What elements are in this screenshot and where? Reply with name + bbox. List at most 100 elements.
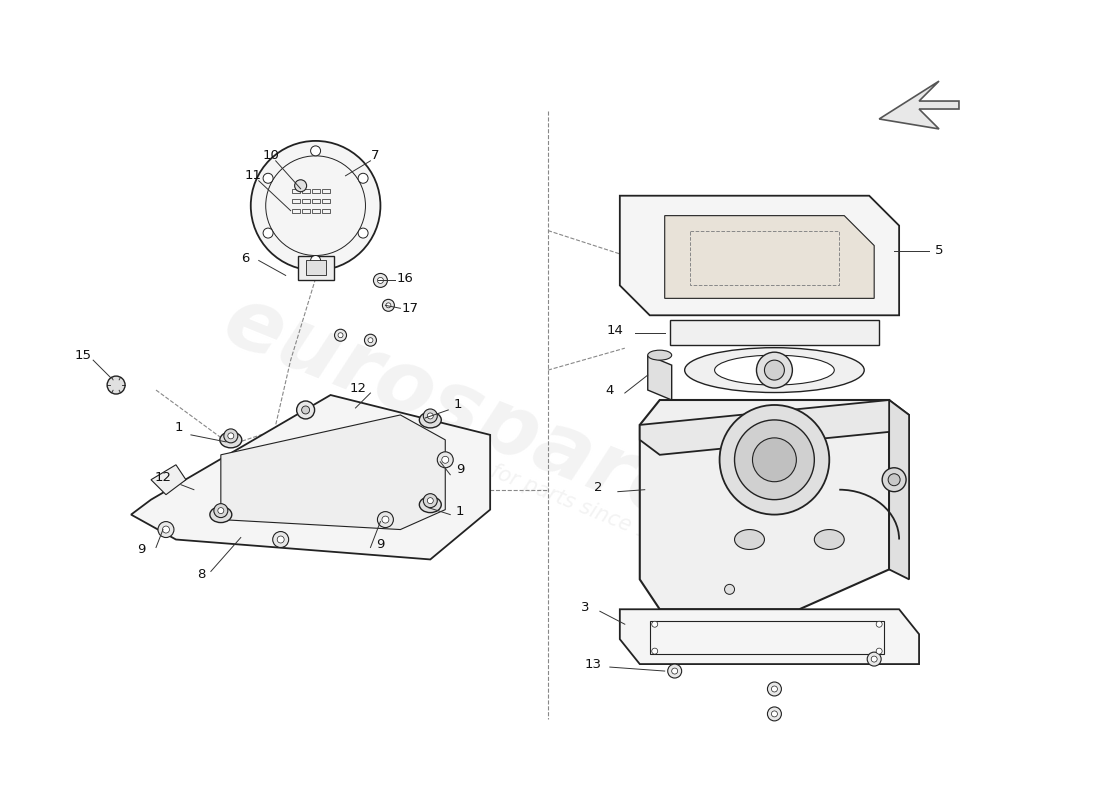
Circle shape bbox=[263, 174, 273, 183]
Circle shape bbox=[383, 299, 395, 311]
Ellipse shape bbox=[648, 350, 672, 360]
Bar bbox=[321, 189, 330, 193]
Text: 9: 9 bbox=[376, 538, 385, 551]
Circle shape bbox=[297, 401, 315, 419]
Ellipse shape bbox=[419, 412, 441, 428]
Circle shape bbox=[359, 174, 369, 183]
Polygon shape bbox=[306, 261, 326, 275]
Circle shape bbox=[263, 228, 273, 238]
Circle shape bbox=[757, 352, 792, 388]
Circle shape bbox=[442, 456, 449, 463]
Text: 5: 5 bbox=[935, 244, 944, 257]
Circle shape bbox=[764, 360, 784, 380]
Circle shape bbox=[725, 584, 735, 594]
Circle shape bbox=[273, 531, 288, 547]
Text: 6: 6 bbox=[242, 252, 250, 265]
Text: 8: 8 bbox=[197, 568, 205, 581]
Polygon shape bbox=[131, 395, 491, 559]
Circle shape bbox=[771, 711, 778, 717]
Text: 1: 1 bbox=[175, 422, 184, 434]
Polygon shape bbox=[640, 400, 909, 455]
Circle shape bbox=[882, 468, 906, 492]
Circle shape bbox=[752, 438, 796, 482]
Ellipse shape bbox=[735, 530, 764, 550]
Text: 7: 7 bbox=[371, 150, 380, 162]
Ellipse shape bbox=[715, 355, 834, 385]
Text: 12: 12 bbox=[350, 382, 367, 394]
Circle shape bbox=[877, 622, 882, 627]
Ellipse shape bbox=[210, 506, 232, 522]
Circle shape bbox=[424, 409, 438, 423]
Polygon shape bbox=[664, 216, 874, 298]
Text: 14: 14 bbox=[606, 324, 624, 337]
Text: 15: 15 bbox=[75, 349, 91, 362]
Circle shape bbox=[888, 474, 900, 486]
Bar bbox=[321, 198, 330, 202]
Polygon shape bbox=[648, 355, 672, 400]
Circle shape bbox=[163, 526, 169, 533]
Circle shape bbox=[427, 413, 433, 419]
Circle shape bbox=[158, 522, 174, 538]
Polygon shape bbox=[889, 400, 909, 579]
Ellipse shape bbox=[419, 497, 441, 513]
Bar bbox=[301, 198, 309, 202]
Bar bbox=[301, 209, 309, 213]
Circle shape bbox=[771, 686, 778, 692]
Circle shape bbox=[223, 429, 238, 443]
Circle shape bbox=[107, 376, 125, 394]
Circle shape bbox=[338, 333, 343, 338]
Ellipse shape bbox=[814, 530, 845, 550]
Text: 17: 17 bbox=[402, 302, 419, 315]
Circle shape bbox=[364, 334, 376, 346]
Text: 10: 10 bbox=[262, 150, 279, 162]
Circle shape bbox=[871, 656, 877, 662]
Circle shape bbox=[218, 508, 223, 514]
Circle shape bbox=[277, 536, 284, 543]
Circle shape bbox=[368, 338, 373, 342]
Circle shape bbox=[382, 516, 389, 523]
Circle shape bbox=[735, 420, 814, 500]
Bar bbox=[311, 209, 320, 213]
Circle shape bbox=[334, 330, 346, 342]
Circle shape bbox=[672, 668, 678, 674]
Circle shape bbox=[651, 622, 658, 627]
Circle shape bbox=[386, 303, 390, 308]
Bar bbox=[311, 198, 320, 202]
Text: 9: 9 bbox=[456, 463, 464, 476]
Circle shape bbox=[359, 228, 369, 238]
Polygon shape bbox=[640, 400, 889, 610]
Text: 16: 16 bbox=[397, 272, 414, 285]
Circle shape bbox=[251, 141, 381, 270]
Bar bbox=[321, 209, 330, 213]
Circle shape bbox=[310, 146, 320, 156]
Text: a passion for parts since 1985: a passion for parts since 1985 bbox=[390, 422, 690, 558]
Ellipse shape bbox=[220, 432, 242, 448]
Circle shape bbox=[668, 664, 682, 678]
Ellipse shape bbox=[684, 348, 865, 393]
Bar bbox=[301, 189, 309, 193]
Circle shape bbox=[301, 406, 309, 414]
Polygon shape bbox=[619, 610, 920, 664]
Polygon shape bbox=[151, 465, 186, 494]
Circle shape bbox=[768, 707, 781, 721]
Circle shape bbox=[213, 504, 228, 518]
Bar bbox=[292, 189, 299, 193]
Circle shape bbox=[877, 648, 882, 654]
Text: 1: 1 bbox=[456, 505, 464, 518]
Bar bbox=[311, 189, 320, 193]
Text: eurospares: eurospares bbox=[212, 279, 748, 560]
Bar bbox=[292, 209, 299, 213]
Circle shape bbox=[424, 494, 438, 508]
Polygon shape bbox=[879, 81, 959, 129]
Circle shape bbox=[867, 652, 881, 666]
Bar bbox=[292, 198, 299, 202]
Text: 1: 1 bbox=[454, 398, 462, 411]
Text: 2: 2 bbox=[594, 481, 602, 494]
Circle shape bbox=[228, 433, 234, 439]
Polygon shape bbox=[298, 255, 333, 281]
Polygon shape bbox=[670, 320, 879, 345]
Polygon shape bbox=[221, 415, 446, 530]
Text: 4: 4 bbox=[606, 383, 614, 397]
Text: 11: 11 bbox=[244, 170, 262, 182]
Text: 3: 3 bbox=[581, 601, 590, 614]
